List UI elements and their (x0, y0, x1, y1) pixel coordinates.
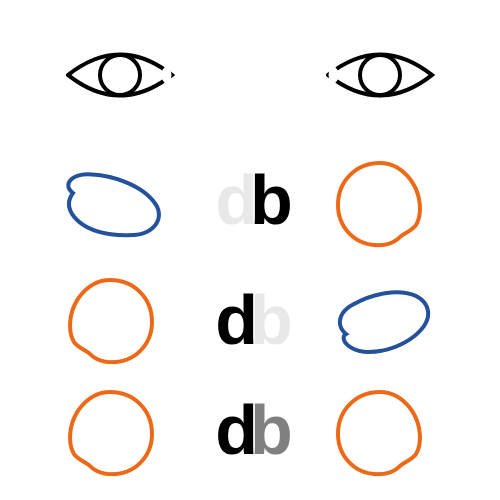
letter-b: b (250, 161, 285, 239)
letter-pair-row1: db (190, 165, 310, 235)
shape-row2-left (60, 272, 160, 372)
diagram-canvas: db db db (0, 0, 500, 500)
letter-pair-row3: db (190, 395, 310, 465)
shape-row3-right (330, 384, 430, 484)
letter-pair-row2: db (190, 285, 310, 355)
shape-row2-right (328, 282, 438, 362)
letter-d: d (215, 161, 250, 239)
letter-b: b (250, 281, 285, 359)
shape-row1-right (330, 155, 430, 255)
shape-row3-left (60, 384, 160, 484)
letter-d: d (215, 391, 250, 469)
eye-icon-left (60, 42, 180, 108)
letter-d: d (215, 281, 250, 359)
eye-icon-right (320, 42, 440, 108)
shape-row1-left (55, 160, 165, 250)
letter-b: b (250, 391, 285, 469)
